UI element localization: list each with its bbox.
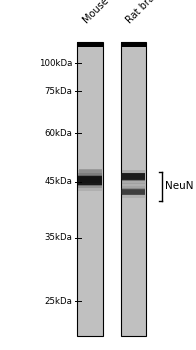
Bar: [77, 42, 103, 47]
Text: NeuN: NeuN: [165, 181, 194, 191]
Text: Rat brain: Rat brain: [124, 0, 163, 25]
Bar: [121, 42, 146, 47]
Bar: [79, 169, 102, 176]
Text: 60kDa: 60kDa: [45, 128, 73, 138]
Text: 35kDa: 35kDa: [45, 233, 73, 243]
Bar: [121, 188, 145, 195]
Bar: [121, 173, 145, 181]
Bar: [78, 177, 102, 183]
Bar: [121, 174, 145, 179]
Bar: [121, 186, 145, 198]
Bar: [78, 173, 102, 188]
Text: 100kDa: 100kDa: [39, 58, 73, 68]
Bar: [78, 176, 102, 185]
Bar: [78, 175, 102, 186]
Text: Mouse brain: Mouse brain: [81, 0, 131, 25]
Text: 25kDa: 25kDa: [45, 296, 73, 306]
Bar: [122, 183, 145, 189]
Bar: [122, 189, 145, 195]
Bar: [121, 190, 145, 194]
Text: 45kDa: 45kDa: [45, 177, 73, 187]
Bar: [122, 173, 145, 180]
Bar: [78, 170, 102, 191]
Text: 75kDa: 75kDa: [45, 86, 73, 96]
Bar: [121, 42, 146, 336]
Bar: [121, 170, 145, 184]
Bar: [77, 42, 103, 336]
